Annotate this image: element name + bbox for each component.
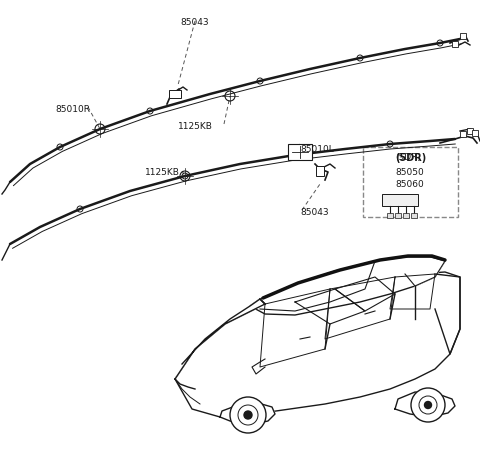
Bar	[460, 131, 466, 138]
Text: 85043: 85043	[180, 18, 209, 27]
Bar	[403, 213, 409, 219]
Bar	[472, 131, 478, 137]
Polygon shape	[405, 257, 445, 287]
Text: 85050: 85050	[395, 168, 424, 176]
Circle shape	[424, 401, 432, 409]
Polygon shape	[220, 403, 275, 425]
Text: 1125KB: 1125KB	[178, 122, 213, 131]
Circle shape	[244, 411, 252, 419]
Bar	[387, 213, 393, 219]
Bar	[288, 144, 312, 161]
Bar	[467, 129, 473, 135]
Text: 85043: 85043	[300, 207, 329, 217]
Text: 85010R: 85010R	[55, 105, 90, 114]
Text: 1125KB: 1125KB	[145, 168, 180, 176]
Bar	[452, 42, 458, 48]
Circle shape	[238, 405, 258, 425]
Text: (5DR): (5DR)	[395, 153, 426, 163]
Bar	[460, 34, 466, 40]
Circle shape	[230, 397, 266, 433]
Polygon shape	[260, 262, 375, 311]
Polygon shape	[395, 392, 455, 417]
Bar	[411, 213, 417, 219]
Bar	[316, 167, 324, 176]
Text: (5DR): (5DR)	[395, 153, 421, 162]
Circle shape	[411, 388, 445, 422]
Polygon shape	[175, 272, 460, 417]
Polygon shape	[175, 300, 265, 379]
Text: 85060: 85060	[395, 180, 424, 188]
Text: 85010L: 85010L	[300, 144, 334, 154]
Bar	[169, 91, 181, 99]
Polygon shape	[250, 257, 445, 315]
Bar	[363, 148, 458, 218]
Circle shape	[419, 396, 437, 414]
Bar	[395, 213, 401, 219]
Bar	[382, 194, 418, 206]
